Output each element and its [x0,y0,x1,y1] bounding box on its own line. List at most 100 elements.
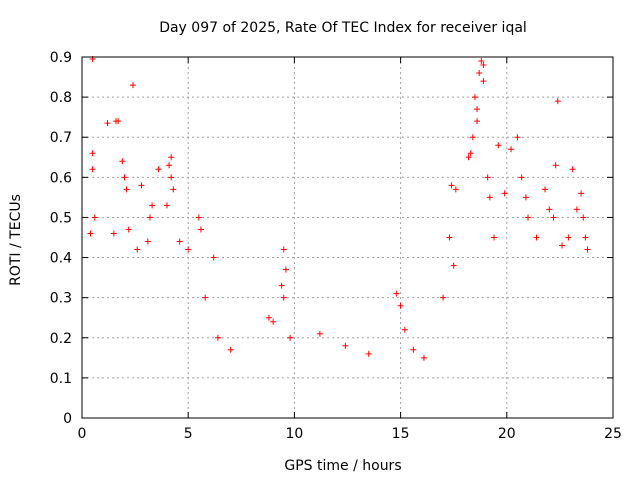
data-point [582,234,589,241]
data-point [467,150,474,157]
data-point [465,154,472,161]
data-point [450,262,457,269]
data-point [214,334,221,341]
data-point [185,246,192,253]
data-point [410,346,417,353]
x-tick-label: 10 [285,426,303,442]
data-point [508,146,515,153]
data-point [146,214,153,221]
data-point [119,158,126,165]
data-point [265,314,272,321]
data-point [170,186,177,193]
data-point [168,154,175,161]
data-point [542,186,549,193]
y-tick-label: 0.6 [50,170,72,186]
y-axis-label: ROTI / TECUs [8,194,24,286]
data-point [533,234,540,241]
data-point [569,166,576,173]
y-tick-label: 0 [63,411,72,427]
data-point [287,334,294,341]
data-point [89,150,96,157]
data-point [280,246,287,253]
data-point [134,246,141,253]
data-point [195,214,202,221]
data-point [476,70,483,77]
data-point [474,106,481,113]
data-point [123,186,130,193]
data-point [474,118,481,125]
y-tick-label: 0.8 [50,90,72,106]
chart-title: Day 097 of 2025, Rate Of TEC Index for r… [159,20,527,36]
data-point [469,134,476,141]
data-point [278,282,285,289]
data-point [518,174,525,181]
plot-frame [81,56,614,419]
data-point [155,166,162,173]
data-point [176,238,183,245]
data-point [491,234,498,241]
data-point [149,202,156,209]
data-point [446,234,453,241]
data-point [202,294,209,301]
data-point [110,230,117,237]
data-point [316,330,323,337]
y-tick-label: 0.1 [50,371,72,387]
data-point [440,294,447,301]
data-point [471,94,478,101]
data-point [393,290,400,297]
data-point [210,254,217,261]
y-tick-label: 0.7 [50,130,72,146]
data-point [559,242,566,249]
data-point [573,206,580,213]
data-point [138,182,145,189]
data-point [525,214,532,221]
data-point [550,214,557,221]
data-point [484,174,491,181]
data-point [552,162,559,169]
y-tick-label: 0.2 [50,331,72,347]
data-point [480,78,487,85]
data-point [280,294,287,301]
data-point [448,182,455,189]
data-point [342,342,349,349]
data-point [104,120,111,127]
data-point [91,214,98,221]
x-axis-label: GPS time / hours [284,458,401,474]
data-point [365,350,372,357]
data-point [397,302,404,309]
data-point [197,226,204,233]
data-point [129,82,136,89]
y-tick-label: 0.3 [50,291,72,307]
y-tick-label: 0.4 [50,251,72,267]
x-tick-label: 5 [184,426,193,442]
scatter-points [87,56,591,361]
data-point [486,194,493,201]
data-point [495,142,502,149]
x-tick-label: 25 [604,426,622,442]
data-point [478,58,485,65]
data-point [227,346,234,353]
data-point [125,226,132,233]
data-point [452,186,459,193]
data-point [144,238,151,245]
data-point [546,206,553,213]
data-point [163,202,170,209]
data-point [580,214,587,221]
x-tick-label: 20 [498,426,516,442]
data-point [270,318,277,325]
y-tick-label: 0.5 [50,210,72,226]
data-point [584,246,591,253]
grid-lines [82,57,613,418]
x-tick-label: 15 [392,426,410,442]
data-point [89,166,96,173]
data-point [87,230,94,237]
data-point [282,266,289,273]
data-point [578,190,585,197]
data-point [480,62,487,69]
data-point [514,134,521,141]
data-point [168,174,175,181]
data-point [554,98,561,105]
data-point [166,162,173,169]
data-point [522,194,529,201]
